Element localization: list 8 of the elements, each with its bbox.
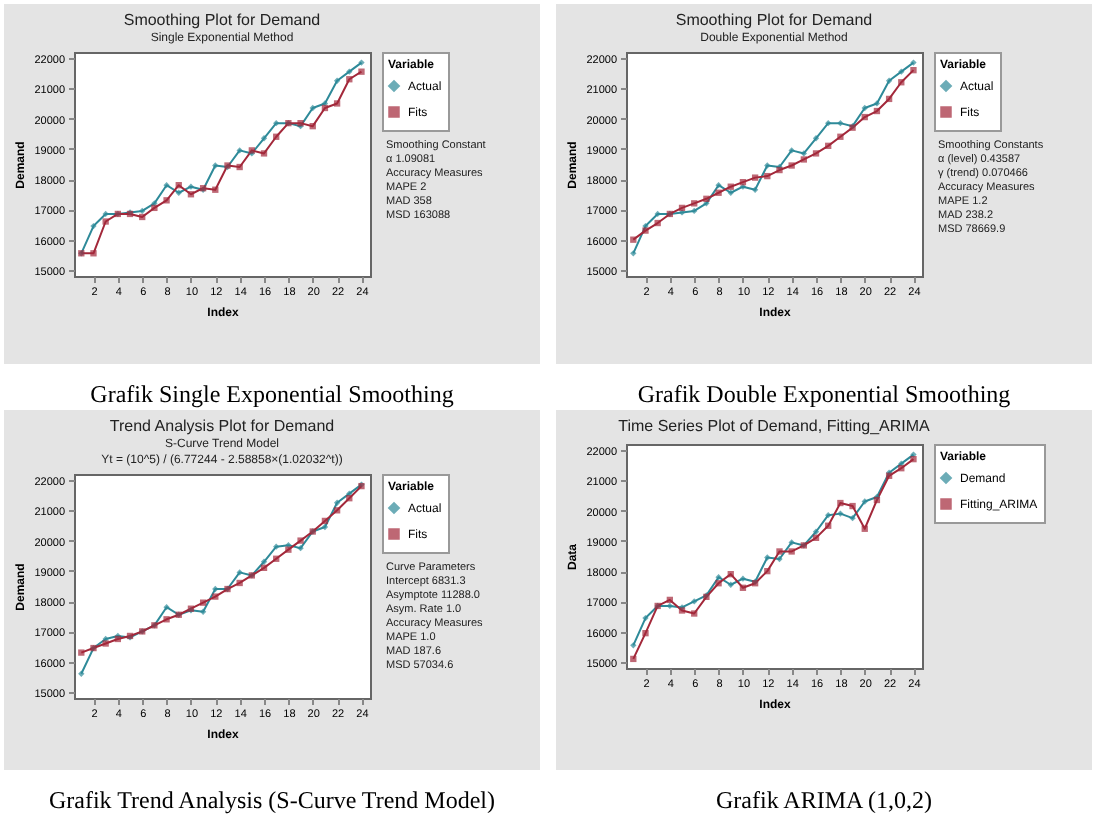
text: Grafik ARIMA (1,0,2): [714, 784, 934, 814]
chart-title: Trend Analysis Plot for Demand: [109, 417, 335, 435]
text: Grafik Single Exponential Smoothing: [88, 378, 456, 410]
chart-title: Smoothing Plot for Demand: [123, 11, 321, 29]
text: Grafik Double Exponential Smoothing: [635, 378, 1013, 410]
chart-title: Time Series Plot of Demand, Fitting_ARIMA: [618, 417, 932, 435]
text: Grafik Trend Analysis (S-Curve Trend Model): [46, 784, 497, 814]
chart-title: Smoothing Plot for Demand: [675, 11, 873, 29]
